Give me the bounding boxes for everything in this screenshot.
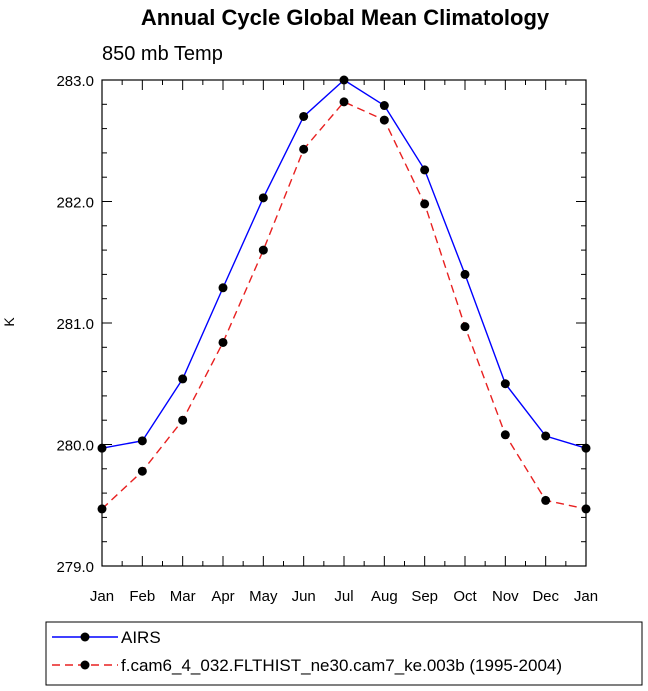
x-tick-label: Aug — [371, 588, 398, 605]
plot-area: 279.0 280.0 281.0 282.0 283.0 Jan Feb Mar Apr May… — [56, 73, 598, 605]
y-tick-label: 281.0 — [56, 316, 94, 333]
series-1-point — [379, 101, 389, 111]
series-2-point — [500, 430, 510, 440]
series-2-point — [137, 466, 147, 476]
x-tick-label: May — [249, 588, 278, 605]
series-line-1 — [101, 79, 587, 449]
series-line-2 — [101, 101, 587, 510]
series-1-point — [258, 193, 268, 203]
legend-label-2: f.cam6_4_032.FLTHIST_ne30.cam7_ke.003b (… — [121, 656, 562, 675]
x-tick-label: Nov — [492, 588, 519, 605]
series-2-point — [379, 115, 389, 125]
legend-box — [45, 621, 643, 686]
series-2-point — [258, 245, 268, 255]
chart-subtitle: 850 mb Temp — [102, 43, 223, 65]
y-tick-label: 280.0 — [56, 438, 94, 455]
x-tick-label: Jan — [90, 588, 114, 605]
x-tick-label: Apr — [211, 588, 234, 605]
x-tick-label: Jun — [292, 588, 316, 605]
legend: AIRS f.cam6_4_032.FLTHIST_ne30.cam7_ke.00… — [45, 621, 643, 686]
series-1-point — [460, 269, 470, 279]
series-1-point — [420, 165, 430, 175]
chart-title: Annual Cycle Global Mean Climatology — [141, 5, 550, 30]
series-1-point — [500, 379, 510, 389]
y-axis-label: K — [1, 317, 17, 327]
x-tick-label: Mar — [170, 588, 196, 605]
x-tick-label: Jan — [574, 588, 598, 605]
series-2-point — [218, 337, 228, 347]
legend-marker-1 — [80, 632, 90, 642]
series-1-point — [541, 431, 551, 441]
legend-marker-2 — [80, 660, 90, 670]
series-2-point — [460, 322, 470, 332]
series-2-point — [299, 144, 309, 154]
series-2-point — [339, 97, 349, 107]
y-tick-label: 282.0 — [56, 195, 94, 212]
plot-frame — [101, 79, 587, 567]
legend-label-1: AIRS — [121, 628, 161, 647]
series-1-point — [218, 283, 228, 293]
y-tick-label: 279.0 — [56, 559, 94, 576]
series-2-point — [541, 495, 551, 505]
series-1-point — [137, 436, 147, 446]
series-2-point — [420, 199, 430, 209]
y-tick-label: 283.0 — [56, 73, 94, 90]
series-1-point — [299, 111, 309, 121]
series-2-point — [178, 415, 188, 425]
x-tick-label: Oct — [453, 588, 477, 605]
x-tick-label: Jul — [334, 588, 353, 605]
x-tick-label: Dec — [532, 588, 559, 605]
series-1-point — [178, 374, 188, 384]
x-tick-label: Sep — [411, 588, 438, 605]
x-tick-label: Feb — [129, 588, 155, 605]
